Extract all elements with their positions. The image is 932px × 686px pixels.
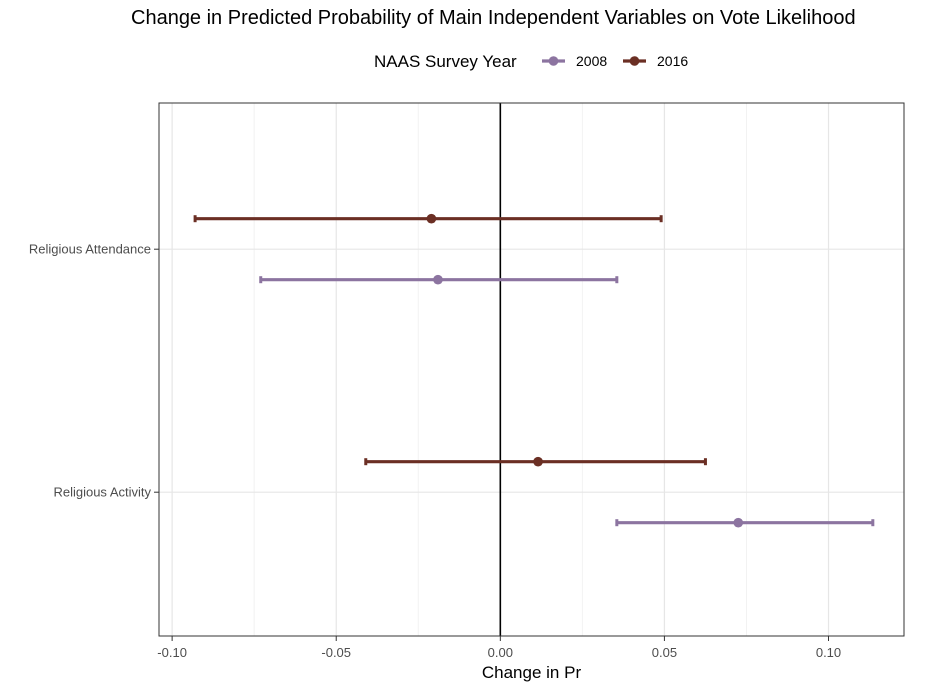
x-tick-label: -0.10 (157, 645, 187, 660)
legend-title: NAAS Survey Year (374, 52, 517, 71)
error-bar-2016 (193, 213, 663, 224)
legend-item-2008: 2008 (542, 53, 607, 69)
x-axis-title: Change in Pr (482, 663, 582, 682)
x-tick-label: -0.05 (321, 645, 351, 660)
legend-key-point (629, 56, 640, 66)
legend: NAAS Survey Year 2008 2016 (374, 52, 688, 71)
error-bar-2008 (259, 274, 619, 285)
y-axis: Religious Attendance Religious Activity (29, 242, 159, 500)
x-axis: -0.10 -0.05 0.00 0.05 0.10 (157, 636, 841, 660)
legend-item-2016: 2016 (623, 53, 688, 69)
point-estimate (426, 213, 437, 224)
y-tick-label: Religious Activity (53, 485, 151, 500)
y-tick-label: Religious Attendance (29, 242, 151, 257)
legend-label: 2008 (576, 53, 607, 69)
legend-key-point (548, 56, 559, 66)
point-estimate (433, 274, 443, 285)
x-tick-label: 0.05 (652, 645, 677, 660)
point-estimate (733, 517, 744, 528)
legend-label: 2016 (657, 53, 688, 69)
x-tick-label: 0.10 (816, 645, 841, 660)
plot-panel-border (158, 102, 905, 637)
chart-title: Change in Predicted Probability of Main … (131, 7, 856, 29)
error-bar-2008 (615, 517, 875, 528)
x-tick-label: 0.00 (488, 645, 513, 660)
plot-panel (159, 103, 904, 636)
error-bar-2016 (364, 456, 707, 467)
point-estimate (533, 456, 543, 467)
